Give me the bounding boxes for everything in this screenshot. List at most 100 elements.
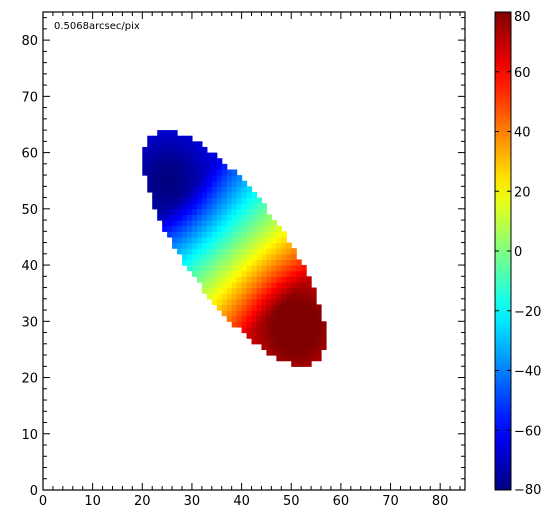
velocity-pixel: [201, 191, 208, 199]
velocity-pixel: [172, 231, 178, 238]
velocity-pixel: [172, 180, 178, 187]
velocity-pixel: [216, 158, 223, 165]
velocity-pixel: [177, 175, 183, 182]
colorbar-tick-label: 40: [514, 126, 531, 141]
velocity-pixel: [167, 152, 173, 159]
velocity-pixel: [291, 253, 297, 261]
velocity-pixel: [196, 225, 203, 232]
velocity-pixel: [231, 276, 238, 283]
velocity-pixel: [226, 315, 233, 322]
velocity-pixel: [201, 175, 208, 182]
y-tick-label: 30: [21, 315, 38, 330]
velocity-pixel: [177, 141, 183, 148]
velocity-pixel: [211, 180, 218, 187]
velocity-pixel: [246, 208, 253, 216]
velocity-pixel: [147, 180, 153, 187]
velocity-pixel: [251, 197, 258, 204]
velocity-pixel: [226, 310, 233, 317]
velocity-pixel: [306, 293, 312, 300]
velocity-pixel: [266, 315, 272, 322]
velocity-pixel: [186, 141, 193, 148]
velocity-pixel: [182, 203, 188, 210]
velocity-pixel: [256, 332, 263, 339]
velocity-pixel: [316, 310, 322, 317]
velocity-pixel: [182, 242, 188, 249]
velocity-pixel: [281, 281, 287, 289]
velocity-pixel: [316, 355, 322, 362]
velocity-pixel: [172, 214, 178, 221]
velocity-pixel: [301, 360, 307, 367]
velocity-pixel: [271, 332, 277, 339]
velocity-pixel: [286, 338, 292, 345]
velocity-pixel: [316, 349, 322, 356]
velocity-pixel: [177, 231, 183, 238]
velocity-pixel: [221, 236, 228, 244]
velocity-pixel: [226, 169, 233, 176]
velocity-pixel: [186, 253, 193, 261]
velocity-pixel: [266, 287, 272, 294]
velocity-pixel: [236, 236, 243, 244]
velocity-pixel: [296, 332, 302, 339]
velocity-pixel: [221, 242, 228, 249]
velocity-pixel: [246, 326, 253, 334]
velocity-pixel: [311, 304, 317, 311]
velocity-pixel: [276, 231, 282, 238]
velocity-pixel: [236, 259, 243, 266]
velocity-pixel: [186, 135, 193, 142]
velocity-pixel: [211, 293, 218, 300]
velocity-pixel: [162, 186, 168, 193]
velocity-pixel: [236, 248, 243, 255]
plot-area: 0.5068arcsec/pix 0 10 20 30 40 50 60 70 80 0 10 20…: [21, 11, 466, 509]
velocity-pixel: [226, 175, 233, 182]
velocity-pixel: [231, 231, 238, 238]
velocity-pixel: [286, 265, 292, 272]
velocity-pixel: [182, 220, 188, 227]
velocity-pixel: [196, 220, 203, 227]
velocity-pixel: [206, 270, 213, 277]
velocity-pixel: [191, 191, 198, 199]
velocity-pixel: [221, 163, 228, 171]
velocity-pixel: [152, 191, 158, 199]
velocity-pixel: [266, 231, 272, 238]
velocity-pixel: [191, 248, 198, 255]
velocity-pixel: [191, 231, 198, 238]
velocity-pixel: [251, 332, 258, 339]
velocity-pixel: [216, 298, 223, 306]
velocity-pixel: [256, 253, 263, 261]
velocity-pixel: [186, 191, 193, 199]
velocity-pixel: [271, 298, 277, 306]
velocity-pixel: [306, 281, 312, 289]
velocity-pixel: [286, 270, 292, 277]
velocity-pixel: [231, 214, 238, 221]
velocity-pixel: [216, 214, 223, 221]
velocity-pixel: [261, 248, 268, 255]
velocity-pixel: [266, 349, 272, 356]
velocity-pixel: [221, 231, 228, 238]
velocity-pixel: [196, 259, 203, 266]
velocity-pixel: [182, 225, 188, 232]
velocity-pixel: [276, 253, 282, 261]
velocity-pixel: [191, 265, 198, 272]
velocity-pixel: [196, 163, 203, 171]
colorbar-tick-label: 20: [514, 185, 531, 200]
velocity-pixel: [211, 259, 218, 266]
velocity-pixel: [291, 360, 297, 367]
velocity-pixel: [271, 225, 277, 232]
velocity-pixel: [281, 298, 287, 306]
velocity-pixel: [147, 163, 153, 171]
velocity-pixel: [211, 225, 218, 232]
velocity-pixel: [291, 326, 297, 334]
velocity-pixel: [266, 281, 272, 289]
velocity-pixel: [261, 304, 268, 311]
velocity-pixel: [256, 220, 263, 227]
velocity-pixel: [241, 293, 248, 300]
velocity-pixel: [157, 141, 163, 148]
velocity-pixel: [226, 220, 233, 227]
velocity-pixel: [236, 175, 243, 182]
velocity-pixel: [261, 343, 268, 351]
velocity-pixel: [162, 220, 168, 227]
velocity-pixel: [231, 180, 238, 187]
velocity-pixel: [256, 281, 263, 289]
velocity-pixel: [231, 281, 238, 289]
velocity-pixel: [306, 287, 312, 294]
